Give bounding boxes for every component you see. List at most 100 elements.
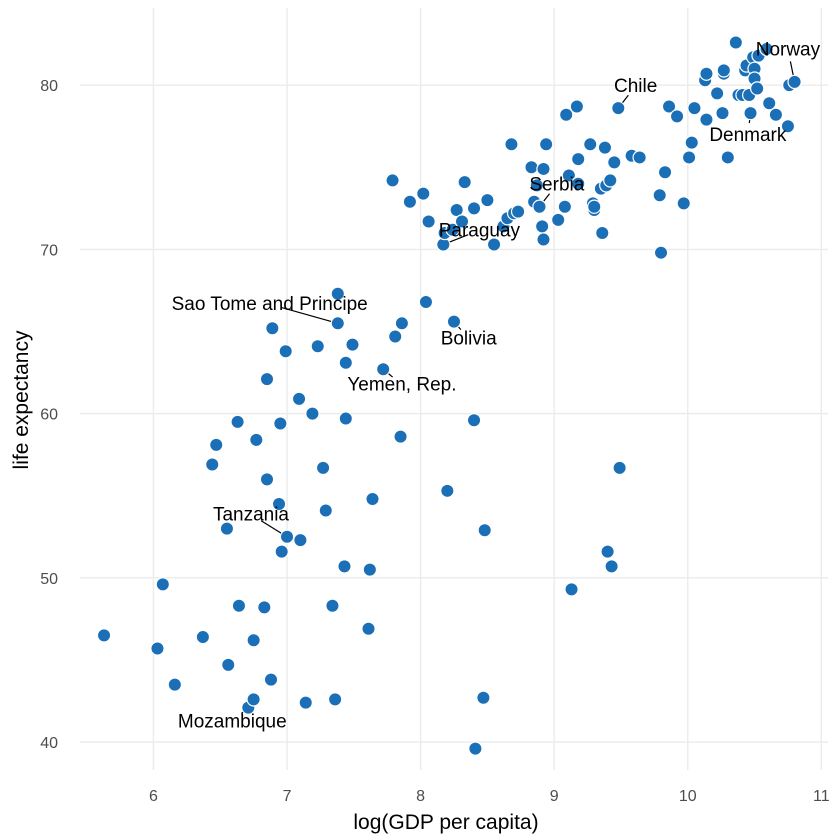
annotation-label: Denmark [709, 125, 787, 146]
x-tick-label: 6 [149, 788, 158, 805]
data-point [532, 199, 547, 214]
data-point [271, 496, 287, 512]
data-point [750, 81, 765, 96]
data-point [607, 155, 622, 170]
x-axis-ticks: 6 7 8 9 10 11 [149, 788, 830, 805]
data-point [603, 173, 618, 188]
data-point [534, 219, 550, 234]
annotation-leader [241, 711, 244, 714]
annotation-leader [449, 234, 469, 243]
x-axis-title: log(GDP per capita) [353, 811, 538, 834]
data-point [715, 105, 730, 121]
data-point [305, 406, 320, 421]
annotation-leader [388, 373, 394, 378]
point-annotations: Norway Chile Denmark Serbia Paraguay Sao Tome… [172, 40, 821, 733]
annotation-leader [622, 94, 629, 104]
data-point [687, 100, 702, 116]
data-point [278, 344, 293, 359]
data-point [569, 99, 585, 114]
data-point [263, 672, 279, 687]
data-point [279, 529, 295, 545]
data-point [536, 161, 551, 177]
data-point [571, 176, 586, 191]
y-tick-label: 70 [40, 242, 58, 259]
data-point [230, 414, 245, 430]
data-point [699, 66, 714, 81]
data-point [762, 96, 777, 111]
data-point [595, 225, 610, 241]
data-point [318, 503, 333, 518]
data-point [293, 532, 308, 548]
data-point [337, 559, 352, 574]
data-point [768, 107, 784, 122]
y-axis-title: life expectancy [10, 330, 33, 469]
data-point [150, 641, 165, 656]
data-point [345, 337, 360, 352]
data-point [388, 329, 403, 344]
data-point [298, 695, 313, 710]
data-point [468, 741, 483, 756]
data-point [167, 677, 183, 692]
data-point [310, 339, 325, 354]
data-point [365, 491, 380, 507]
annotation-label: Yemen, Rep. [347, 375, 456, 396]
annotation-label: Norway [756, 40, 821, 61]
data-point [249, 432, 264, 448]
data-point [421, 214, 436, 229]
data-point [466, 413, 482, 428]
y-tick-label: 80 [40, 78, 58, 95]
data-point [787, 74, 802, 90]
data-point [728, 35, 744, 50]
annotation-leader [789, 61, 794, 76]
data-point [205, 457, 220, 472]
data-point [681, 150, 697, 165]
annotation-label: Paraguay [439, 220, 521, 241]
data-point [587, 199, 602, 214]
annotation-leader [281, 306, 332, 322]
data-point [529, 178, 545, 193]
data-point [385, 173, 400, 188]
data-point [657, 165, 673, 180]
data-point [709, 86, 725, 101]
x-tick-label: 10 [679, 788, 697, 805]
data-point [259, 371, 275, 387]
data-point [536, 232, 551, 247]
annotation-label: Chile [614, 76, 657, 97]
y-axis-ticks: 40 50 60 70 80 [40, 78, 58, 752]
data-point [559, 107, 574, 122]
data-point [195, 629, 211, 645]
data-point [780, 119, 796, 134]
data-point [440, 483, 455, 499]
data-point [327, 692, 343, 707]
data-point [510, 204, 526, 219]
annotation-label: Mozambique [178, 711, 287, 732]
data-point [315, 460, 331, 476]
data-point [476, 690, 491, 705]
data-point [612, 460, 627, 476]
data-point [445, 222, 460, 237]
data-point [524, 160, 539, 175]
data-point [571, 151, 586, 167]
data-point [486, 237, 502, 252]
data-point [231, 598, 247, 613]
data-point [504, 137, 519, 152]
data-point [394, 316, 410, 331]
data-point [246, 633, 261, 648]
data-point [402, 194, 418, 209]
data-point [716, 63, 732, 78]
annotation-label: Sao Tome and Principe [172, 294, 368, 315]
data-point [600, 544, 615, 559]
data-point [661, 99, 677, 114]
data-point [330, 316, 345, 331]
data-point [611, 100, 626, 116]
data-point [550, 212, 566, 228]
data-point [325, 598, 340, 613]
data-point [684, 135, 699, 150]
data-point [676, 196, 691, 211]
data-point [759, 41, 774, 57]
data-point [583, 137, 598, 152]
grid-lines [80, 8, 828, 770]
y-tick-label: 40 [40, 735, 58, 752]
data-point [604, 559, 619, 574]
